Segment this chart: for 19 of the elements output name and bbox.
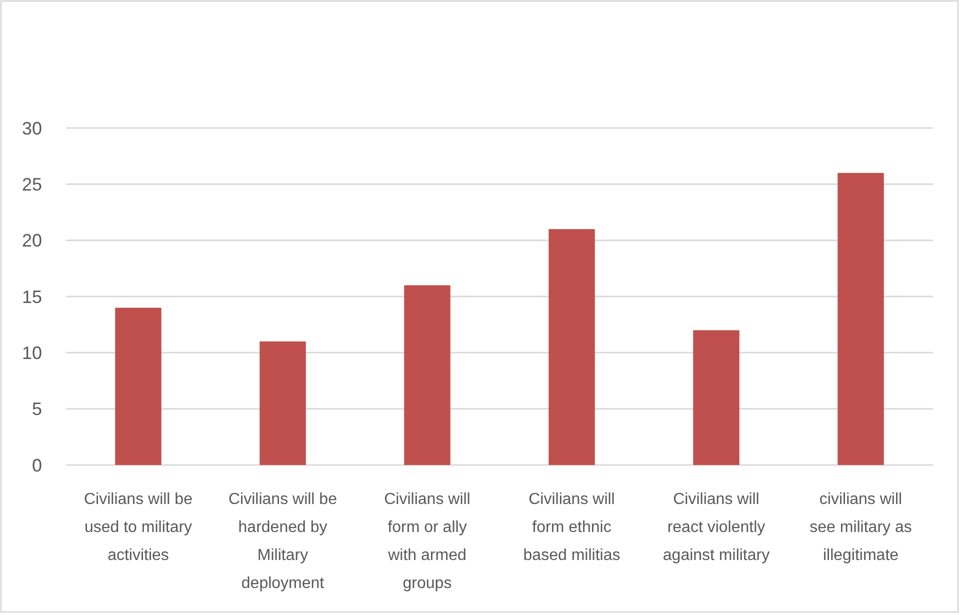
x-tick-label: civilians will see military as illegitimate [810,491,912,564]
x-tick-label: Civilians will form or ally with armed groups [384,491,470,592]
x-tick-label: Civilians will react violently against military [662,491,770,564]
bar [548,229,595,465]
y-tick-label: 5 [32,399,42,420]
bar [693,330,740,465]
y-tick-label: 10 [22,342,42,363]
bar [838,172,884,465]
x-tick-label: Civilians will be hardened by Military deployment [228,491,338,592]
y-tick-label: 30 [22,118,42,138]
x-tick-label: Civilians will be used to military activities [84,491,193,564]
bar [260,341,306,465]
y-tick-label: 20 [22,230,42,251]
y-tick-label: 25 [22,174,42,194]
y-tick-label: 0 [32,455,42,476]
y-tick-label: 15 [22,286,42,307]
x-tick-label: Civilians will form ethnic based militias [523,491,620,564]
bar [115,308,162,465]
bar [404,285,450,465]
